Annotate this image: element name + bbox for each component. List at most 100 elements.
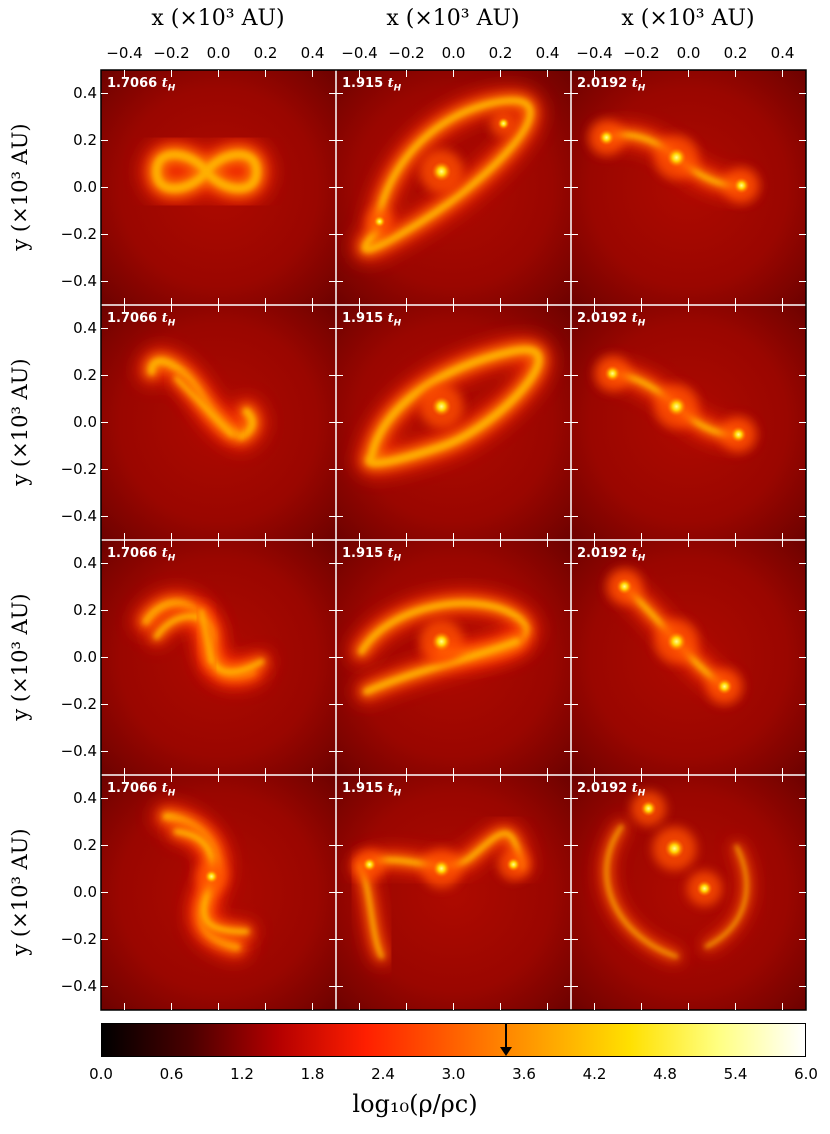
y-axis-label-row4: y (×10³ AU) — [0, 775, 40, 1009]
time-unit: t — [161, 76, 168, 91]
y-axis-label-text: y (×10³ AU) — [8, 828, 32, 956]
colorbar-tick-label: 1.8 — [300, 1065, 325, 1083]
time-unit-subscript: H — [637, 788, 646, 799]
panel-time-label: 1.915 tH — [342, 311, 401, 329]
panel-time-label: 1.915 tH — [342, 546, 401, 564]
panel-time-label: 2.0192 tH — [577, 76, 645, 94]
x-tick-label: 0.0 — [206, 44, 231, 62]
colorbar-tick-label: 4.8 — [653, 1065, 677, 1083]
time-unit: t — [387, 781, 394, 796]
time-unit: t — [631, 781, 638, 796]
y-axis-label-text: y (×10³ AU) — [8, 593, 32, 721]
time-value: 2.0192 — [577, 781, 632, 796]
x-axis-label-text: x (×10³ AU) — [621, 6, 755, 31]
x-tick-label: −0.4 — [341, 44, 378, 62]
x-tick-label: −0.4 — [576, 44, 613, 62]
x-axis-label-text: x (×10³ AU) — [386, 6, 520, 31]
time-unit-subscript: H — [637, 318, 646, 329]
y-axis-label-text: y (×10³ AU) — [8, 358, 32, 486]
panel-time-label: 1.915 tH — [342, 76, 401, 94]
panel-time-label: 1.7066 tH — [107, 781, 175, 799]
density-panel-r1-c3 — [571, 70, 806, 305]
x-tick-label: 0.4 — [535, 44, 560, 62]
density-panel-r3-c1 — [101, 540, 336, 775]
y-tick-label: 0.0 — [73, 647, 97, 666]
x-tick-label: 0.4 — [300, 44, 325, 62]
time-unit: t — [631, 311, 638, 326]
time-unit-subscript: H — [393, 318, 402, 329]
x-axis-label-col3: x (×10³ AU) — [571, 6, 805, 31]
colorbar-tick-label: 1.2 — [230, 1065, 254, 1083]
y-tick-label: −0.4 — [60, 506, 97, 525]
time-unit-subscript: H — [637, 553, 646, 564]
x-axis-label-text: x (×10³ AU) — [151, 6, 285, 31]
colorbar-tick-label: 4.2 — [582, 1065, 607, 1083]
x-tick-label: −0.2 — [153, 44, 190, 62]
colorbar-tick-label: 3.6 — [512, 1065, 536, 1083]
x-tick-label: −0.4 — [106, 44, 143, 62]
time-unit-subscript: H — [393, 553, 402, 564]
y-tick-label: 0.4 — [73, 788, 97, 807]
panel-time-label: 2.0192 tH — [577, 781, 645, 799]
y-tick-label: 0.4 — [73, 318, 97, 337]
y-tick-label: −0.4 — [60, 976, 97, 995]
y-tick-label: 0.0 — [73, 177, 97, 196]
y-tick-label: −0.4 — [60, 271, 97, 290]
colorbar-tick-label: 3.0 — [441, 1065, 466, 1083]
time-unit: t — [631, 546, 638, 561]
time-unit-subscript: H — [167, 553, 176, 564]
density-panel-r4-c2 — [336, 775, 571, 1010]
y-axis-label-text: y (×10³ AU) — [8, 123, 32, 251]
time-unit-subscript: H — [393, 788, 402, 799]
time-value: 1.7066 — [107, 311, 162, 326]
density-panel-r3-c2 — [336, 540, 571, 775]
density-panel-r2-c2 — [336, 305, 571, 540]
colorbar-tick-label: 5.4 — [723, 1065, 748, 1083]
time-unit: t — [387, 76, 394, 91]
x-tick-label: 0.2 — [488, 44, 513, 62]
x-tick-label: 0.4 — [770, 44, 795, 62]
time-value: 1.7066 — [107, 546, 162, 561]
colorbar-tick-label: 6.0 — [794, 1065, 818, 1083]
time-unit: t — [161, 546, 168, 561]
x-axis-label-col1: x (×10³ AU) — [101, 6, 335, 31]
time-unit: t — [161, 311, 168, 326]
time-unit-subscript: H — [167, 318, 176, 329]
y-tick-label: 0.0 — [73, 412, 97, 431]
time-unit: t — [161, 781, 168, 796]
panel-time-label: 1.7066 tH — [107, 546, 175, 564]
time-unit-subscript: H — [637, 83, 646, 94]
colorbar-tick-label: 0.0 — [89, 1065, 113, 1083]
time-unit: t — [631, 76, 638, 91]
time-unit-subscript: H — [167, 788, 176, 799]
density-panel-r3-c3 — [571, 540, 806, 775]
y-tick-label: 0.2 — [73, 600, 97, 619]
time-value: 1.915 — [342, 781, 388, 796]
y-tick-label: −0.2 — [60, 459, 97, 478]
colorbar-tick-label: 2.4 — [371, 1065, 395, 1083]
density-panel-r1-c1 — [101, 70, 336, 305]
y-axis-label-row2: y (×10³ AU) — [0, 305, 40, 539]
x-tick-label: 0.2 — [723, 44, 748, 62]
time-value: 1.915 — [342, 311, 388, 326]
x-tick-label: 0.0 — [441, 44, 466, 62]
y-tick-label: 0.4 — [73, 83, 97, 102]
panel-time-label: 2.0192 tH — [577, 546, 645, 564]
x-tick-label: −0.2 — [623, 44, 660, 62]
time-unit-subscript: H — [167, 83, 176, 94]
time-value: 2.0192 — [577, 76, 632, 91]
y-tick-label: −0.2 — [60, 224, 97, 243]
y-tick-label: 0.2 — [73, 835, 97, 854]
y-axis-label-row3: y (×10³ AU) — [0, 540, 40, 774]
x-tick-label: 0.2 — [253, 44, 278, 62]
panel-time-label: 2.0192 tH — [577, 311, 645, 329]
time-value: 2.0192 — [577, 311, 632, 326]
y-axis-label-row1: y (×10³ AU) — [0, 70, 40, 304]
x-tick-label: −0.2 — [388, 44, 425, 62]
panel-time-label: 1.7066 tH — [107, 311, 175, 329]
density-panel-r4-c3 — [571, 775, 806, 1010]
time-value: 1.915 — [342, 546, 388, 561]
y-tick-label: 0.0 — [73, 882, 97, 901]
y-tick-label: −0.2 — [60, 694, 97, 713]
